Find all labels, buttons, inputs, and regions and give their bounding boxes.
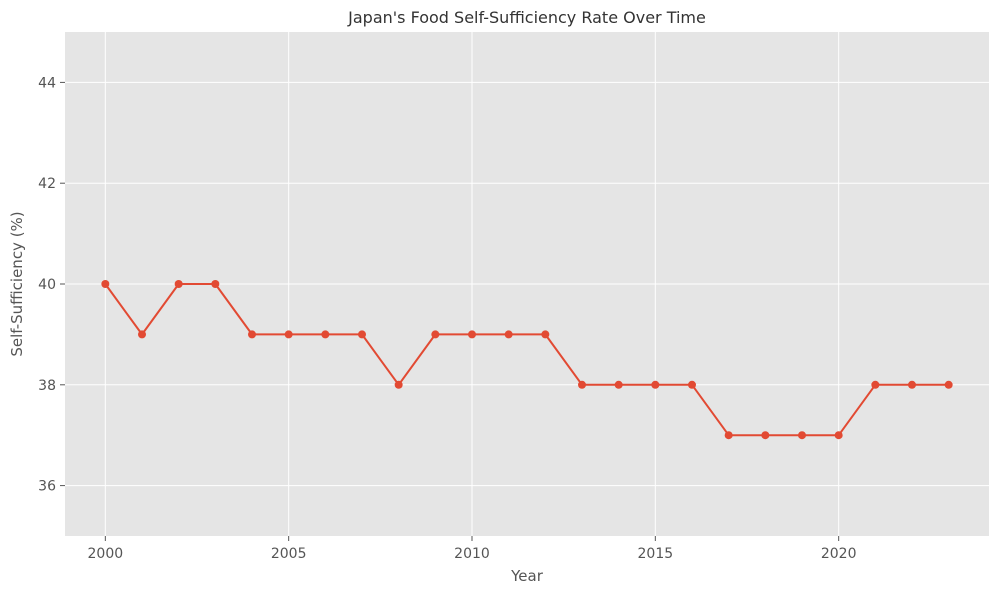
y-axis-label: Self-Sufficiency (%) (8, 211, 26, 356)
data-point (541, 330, 550, 339)
data-point (138, 330, 146, 339)
data-point (358, 330, 366, 339)
y-tick-label: 38 (38, 378, 56, 394)
x-tick-label: 2020 (821, 546, 857, 562)
data-point (761, 431, 770, 440)
data-point (174, 280, 183, 288)
data-point (614, 380, 623, 389)
x-tick-label: 2015 (638, 546, 674, 562)
data-point (101, 280, 110, 288)
chart-title: Japan's Food Self-Sufficiency Rate Over … (347, 8, 706, 27)
x-axis-label: Year (510, 567, 544, 585)
data-point (211, 280, 220, 288)
data-point (651, 380, 660, 389)
data-point (688, 380, 696, 389)
series-line (104, 283, 949, 437)
data-point (578, 380, 586, 389)
data-point (394, 380, 403, 389)
data-point (908, 380, 916, 389)
series-layer (101, 280, 953, 440)
data-point (944, 380, 953, 389)
x-tick-label: 2010 (454, 546, 490, 562)
data-point (834, 431, 843, 440)
data-point (798, 431, 806, 440)
axis-ticks: 2000 2005 2010 2015 2020 36 38 40 42 44 (38, 75, 856, 562)
data-point (248, 330, 256, 339)
data-point (284, 330, 293, 339)
data-point (431, 330, 440, 339)
y-tick-label: 44 (38, 75, 56, 91)
x-tick-label: 2000 (88, 546, 124, 562)
y-tick-label: 42 (38, 176, 56, 192)
data-point (321, 330, 330, 339)
data-point (871, 380, 880, 389)
y-tick-label: 36 (38, 479, 56, 495)
y-tick-label: 40 (38, 277, 56, 293)
data-point (468, 330, 476, 339)
data-point (504, 330, 513, 339)
data-point (724, 431, 733, 440)
x-tick-label: 2005 (271, 546, 307, 562)
